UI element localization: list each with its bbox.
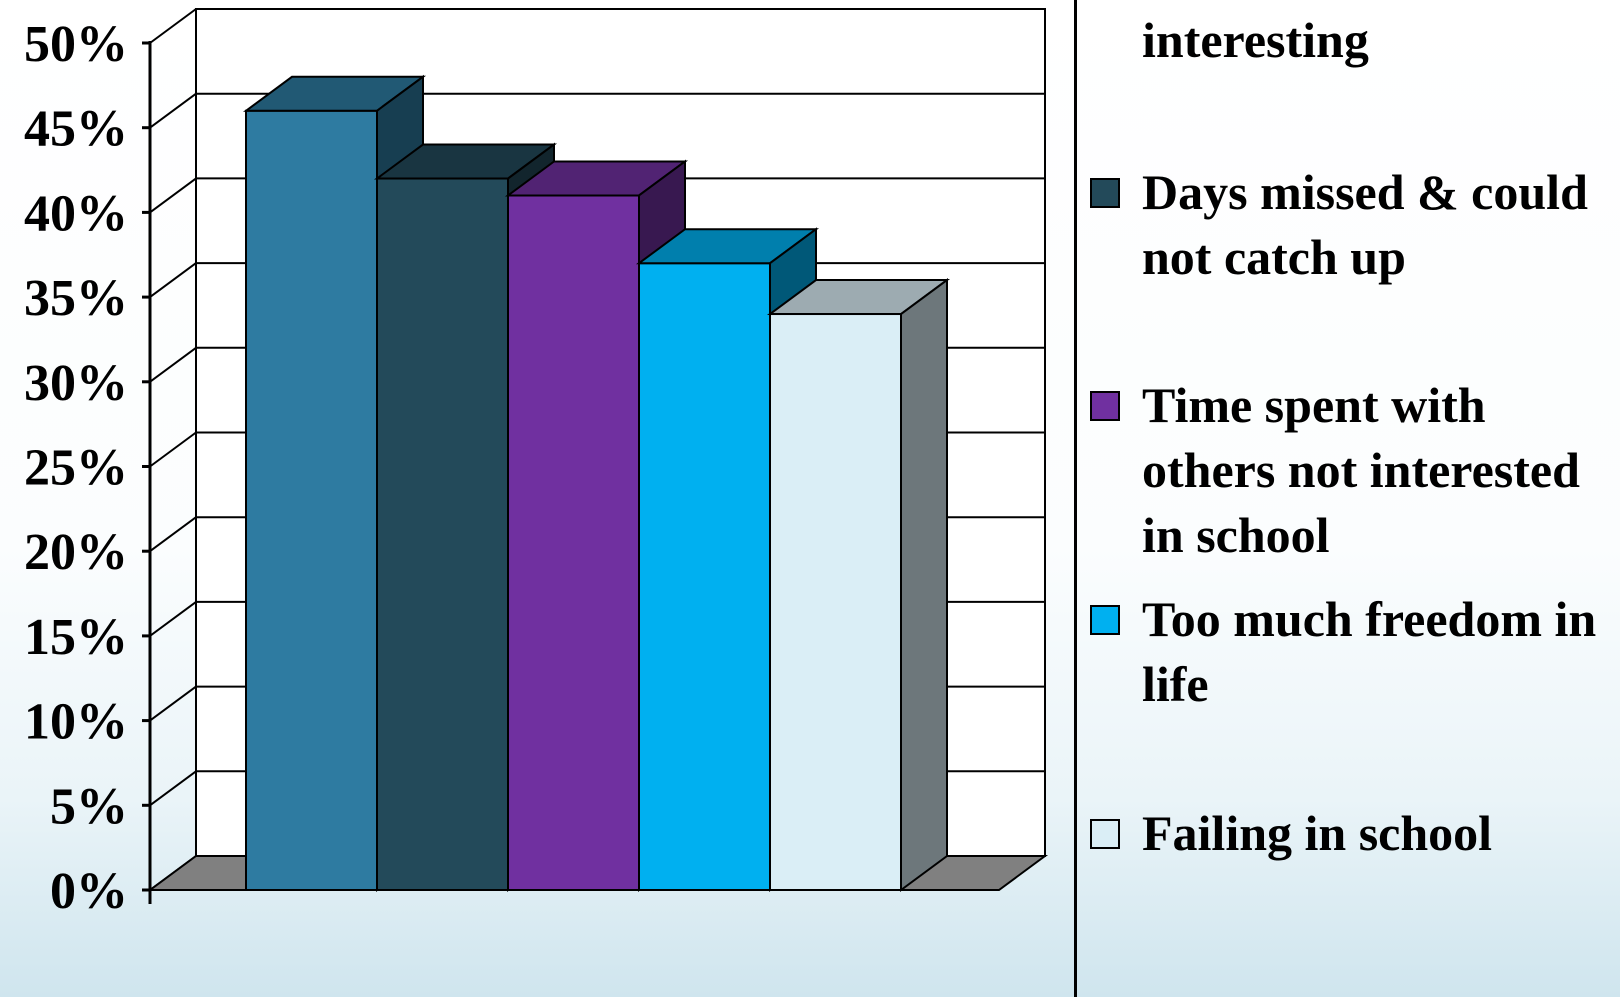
y-tick-label: 10% [24, 694, 128, 751]
y-tick-label: 50% [24, 16, 128, 73]
legend-swatch [1090, 391, 1120, 421]
gridline-side [150, 687, 196, 721]
y-axis [142, 41, 150, 904]
y-tick-label: 20% [24, 524, 128, 581]
y-tick-label: 40% [24, 185, 128, 242]
legend-label: Failing in school [1142, 801, 1612, 866]
gridline-side [150, 602, 196, 636]
legend-label: Days missed & could not catch up [1142, 160, 1612, 290]
gridline-side [150, 517, 196, 551]
y-tick-label: 0% [50, 863, 128, 920]
legend-label: Time spent with others not interested in… [1142, 373, 1612, 568]
gridline-side [150, 178, 196, 212]
bar-chart: 0% 5% 10% 15% 20% 25% 30% 35% 40% 45% 50% [0, 0, 1070, 997]
legend-swatch [1090, 819, 1120, 849]
legend-swatch [1090, 178, 1120, 208]
y-tick-label: 15% [24, 609, 128, 666]
gridline-side [150, 9, 196, 43]
legend-label: Too much freedom in life [1142, 587, 1612, 717]
y-tick-label: 35% [24, 270, 128, 327]
legend-label: interesting [1142, 8, 1612, 73]
legend-swatch [1090, 605, 1120, 635]
y-tick-label: 5% [50, 778, 128, 835]
gridline-side [150, 771, 196, 805]
y-tick-label: 25% [24, 440, 128, 497]
y-tick-label: 45% [24, 101, 128, 158]
bar-front [639, 263, 770, 890]
y-tick-labels: 0% 5% 10% 15% 20% 25% 30% 35% 40% 45% 50% [24, 16, 128, 920]
gridline-side [150, 348, 196, 382]
gridline-side [150, 263, 196, 297]
legend: interesting Days missed & could not catc… [1088, 0, 1620, 997]
bar [770, 280, 947, 890]
legend-divider [1074, 0, 1077, 997]
bar-side [901, 280, 947, 890]
gridline-side [150, 94, 196, 128]
gridline-side [150, 433, 196, 467]
bar-front [246, 111, 377, 890]
bar-front [770, 314, 901, 890]
y-tick-label: 30% [24, 355, 128, 412]
bar-front [508, 195, 639, 890]
bar-front [377, 179, 508, 890]
